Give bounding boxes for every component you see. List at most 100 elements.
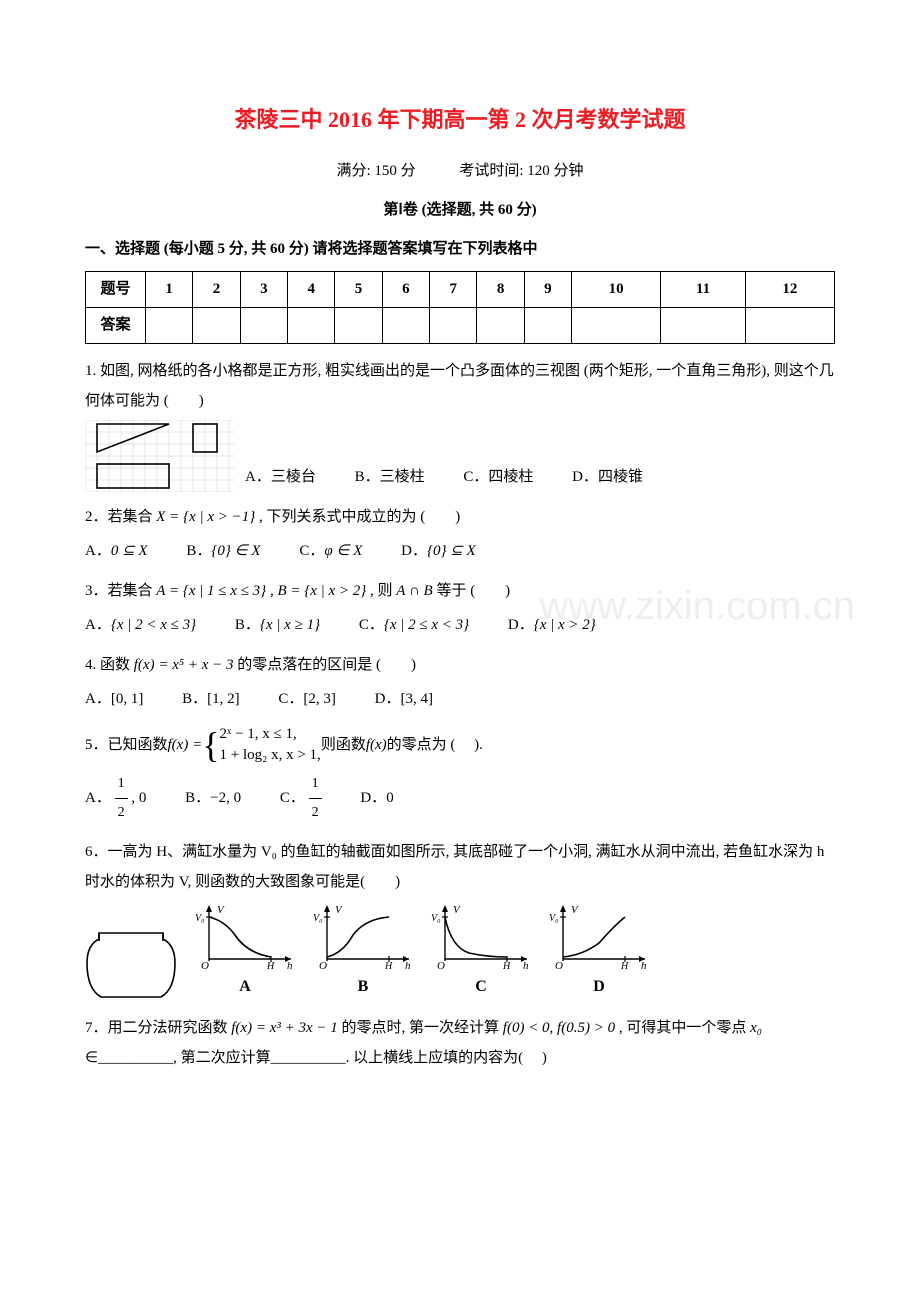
- brace-icon: {: [202, 727, 219, 763]
- q3-set-a: A = {x | 1 ≤ x ≤ 3}: [156, 583, 266, 599]
- q4-opt-a: A．[0, 1]: [85, 684, 143, 714]
- question-5: 5．已知函数 f(x) = { 2ˣ − 1, x ≤ 1, 1 + log₂ …: [85, 724, 835, 827]
- num-cell: 5: [335, 271, 382, 307]
- svg-text:H: H: [384, 961, 393, 969]
- case-line-1: 2ˣ − 1, x ≤ 1,: [219, 724, 320, 745]
- q7-suffix: ∈__________, 第二次应计算__________. 以上横线上应填的内…: [85, 1050, 547, 1066]
- q1-text: 1. 如图, 网格纸的各小格都是正方形, 粗实线画出的是一个凸多面体的三视图 (…: [85, 356, 835, 416]
- q5-lhs: f(x) =: [168, 730, 203, 760]
- q2-prefix: 2．若集合: [85, 509, 156, 525]
- svg-text:h: h: [287, 960, 293, 969]
- ans-cell: [745, 307, 834, 343]
- table-row-answers: 答案: [86, 307, 835, 343]
- num-cell: 10: [572, 271, 661, 307]
- q2-suffix: , 下列关系式中成立的为 ( ): [259, 509, 460, 525]
- q2-opt-c: C．φ ∈ X: [299, 536, 362, 566]
- ans-cell: [572, 307, 661, 343]
- question-4: 4. 函数 f(x) = x⁵ + x − 3 的零点落在的区间是 ( ) A．…: [85, 650, 835, 714]
- num-cell: 12: [745, 271, 834, 307]
- q3-mid: , 则: [370, 583, 396, 599]
- graph-a: V V₀ O H h A: [195, 903, 295, 1003]
- q3-opt-b: B．{x | x ≥ 1}: [235, 610, 320, 640]
- q5-opt-c: C． 12: [280, 770, 322, 827]
- svg-text:O: O: [555, 960, 563, 969]
- graph-c-label: C: [431, 971, 531, 1003]
- question-7: 7．用二分法研究函数 f(x) = x³ + 3x − 1 的零点时, 第一次经…: [85, 1013, 835, 1073]
- piecewise-func: { 2ˣ − 1, x ≤ 1, 1 + log₂ x, x > 1,: [202, 724, 321, 766]
- q4-func: f(x) = x⁵ + x − 3: [134, 657, 234, 673]
- svg-text:O: O: [437, 960, 445, 969]
- ans-cell: [430, 307, 477, 343]
- q7-cond: f(0) < 0, f(0.5) > 0: [503, 1020, 615, 1036]
- q7-prefix: 7．用二分法研究函数: [85, 1020, 231, 1036]
- svg-text:O: O: [201, 960, 209, 969]
- q7-x0: x₀: [750, 1020, 762, 1036]
- q5-suffix: 的零点为 ( ).: [387, 730, 483, 760]
- row2-label: 答案: [86, 307, 146, 343]
- ans-cell: [193, 307, 240, 343]
- q2-opt-a: A．0 ⊆ X: [85, 536, 148, 566]
- q4-opt-b: B．[1, 2]: [182, 684, 240, 714]
- q2-opt-d: D．{0} ⊆ X: [401, 536, 476, 566]
- q3-opt-d: D．{x | x > 2}: [508, 610, 596, 640]
- q4-opt-c: C．[2, 3]: [278, 684, 336, 714]
- q5-opt-d: D．0: [360, 783, 393, 813]
- svg-text:V₀: V₀: [195, 913, 205, 924]
- q2-set-expr: X = {x | x > −1}: [156, 509, 255, 525]
- q7-mid1: 的零点时, 第一次经计算: [342, 1020, 503, 1036]
- q3-opt-a: A．{x | 2 < x ≤ 3}: [85, 610, 196, 640]
- examtime-label: 考试时间: 120 分钟: [459, 163, 583, 179]
- q1-opt-d: D．四棱锥: [572, 462, 643, 492]
- graph-c: V V₀ O H h C: [431, 903, 531, 1003]
- svg-text:h: h: [405, 960, 411, 969]
- exam-info: 满分: 150 分 考试时间: 120 分钟: [85, 158, 835, 185]
- question-1: 1. 如图, 网格纸的各小格都是正方形, 粗实线画出的是一个凸多面体的三视图 (…: [85, 356, 835, 492]
- num-cell: 6: [382, 271, 429, 307]
- q3-set-b: B = {x | x > 2}: [277, 583, 366, 599]
- q1-options: A．三棱台 B．三棱柱 C．四棱柱 D．四棱锥: [245, 462, 678, 492]
- q3-prefix: 3．若集合: [85, 583, 156, 599]
- num-cell: 9: [524, 271, 571, 307]
- svg-text:V: V: [335, 904, 343, 916]
- instruction-text: 一、选择题 (每小题 5 分, 共 60 分) 请将选择题答案填写在下列表格中: [85, 236, 835, 263]
- num-cell: 1: [146, 271, 193, 307]
- q3-inter: A ∩ B: [396, 583, 432, 599]
- svg-text:V₀: V₀: [549, 913, 559, 924]
- section-1-header: 第Ⅰ卷 (选择题, 共 60 分): [85, 197, 835, 224]
- ans-cell: [382, 307, 429, 343]
- num-cell: 3: [240, 271, 287, 307]
- question-6: 6．一高为 H、满缸水量为 V₀ 的鱼缸的轴截面如图所示, 其底部碰了一个小洞,…: [85, 837, 835, 1003]
- ans-cell: [240, 307, 287, 343]
- q1-opt-b: B．三棱柱: [355, 462, 425, 492]
- svg-text:H: H: [502, 961, 511, 969]
- ans-cell: [477, 307, 524, 343]
- q4-opt-d: D．[3, 4]: [375, 684, 433, 714]
- num-cell: 8: [477, 271, 524, 307]
- question-2: 2．若集合 X = {x | x > −1} , 下列关系式中成立的为 ( ) …: [85, 502, 835, 566]
- grid-svg: [85, 420, 235, 492]
- ans-cell: [661, 307, 746, 343]
- question-3: 3．若集合 A = {x | 1 ≤ x ≤ 3} , B = {x | x >…: [85, 576, 835, 640]
- exam-title: 茶陵三中 2016 年下期高一第 2 次月考数学试题: [85, 100, 835, 140]
- svg-text:h: h: [641, 960, 647, 969]
- num-cell: 2: [193, 271, 240, 307]
- svg-text:V₀: V₀: [431, 913, 441, 924]
- three-view-figure: [85, 420, 235, 492]
- graph-d-label: D: [549, 971, 649, 1003]
- fullmarks-label: 满分: 150 分: [336, 163, 415, 179]
- q7-mid2: , 可得其中一个零点: [619, 1020, 750, 1036]
- q4-prefix: 4. 函数: [85, 657, 134, 673]
- q6-figures-row: V V₀ O H h A V V₀ O H h: [85, 903, 835, 1003]
- svg-text:V: V: [453, 904, 461, 916]
- graph-b: V V₀ O H h B: [313, 903, 413, 1003]
- q2-opt-b: B．{0} ∈ X: [186, 536, 260, 566]
- ans-cell: [524, 307, 571, 343]
- graph-d: V V₀ O H h D: [549, 903, 649, 1003]
- graph-a-label: A: [195, 971, 295, 1003]
- num-cell: 11: [661, 271, 746, 307]
- num-cell: 7: [430, 271, 477, 307]
- case-line-2: 1 + log₂ x, x > 1,: [219, 745, 320, 766]
- q7-func: f(x) = x³ + 3x − 1: [231, 1020, 338, 1036]
- q1-opt-a: A．三棱台: [245, 462, 316, 492]
- table-row-nums: 题号 1 2 3 4 5 6 7 8 9 10 11 12: [86, 271, 835, 307]
